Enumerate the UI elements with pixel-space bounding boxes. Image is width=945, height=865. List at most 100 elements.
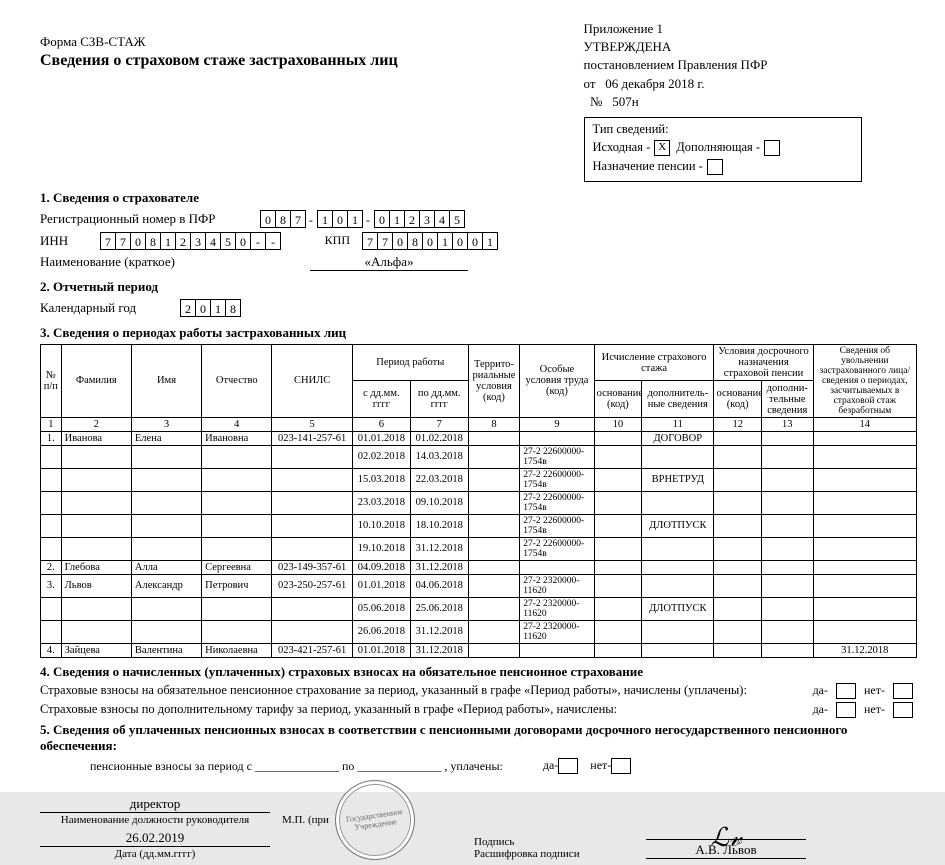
digit-box: 4 (434, 210, 450, 228)
org-name: «Альфа» (310, 254, 468, 271)
name-row: Наименование (краткое) «Альфа» (40, 254, 917, 271)
digit-box: 1 (389, 210, 405, 228)
digit-box: - (250, 232, 266, 250)
kpp-boxes: 770801001 (362, 232, 497, 250)
digit-box: 8 (145, 232, 161, 250)
signature-block: директор Наименование должности руководи… (40, 780, 917, 860)
digit-box: 1 (437, 232, 453, 250)
digit-box: 1 (482, 232, 498, 250)
table-row: 2.ГлебоваАллаСергеевна023-149-357-6104.0… (41, 560, 917, 574)
form-name: Форма СЗВ-СТАЖ (40, 34, 524, 50)
digit-box: - (265, 232, 281, 250)
section4-title: 4. Сведения о начисленных (уплаченных) с… (40, 664, 917, 680)
reg-label: Регистрационный номер в ПФР (40, 211, 260, 227)
digit-box: 8 (275, 210, 291, 228)
table-row: 15.03.201822.03.201827-2 22600000-1754вВ… (41, 468, 917, 491)
checkbox[interactable] (836, 702, 856, 718)
digit-box: 7 (290, 210, 306, 228)
table-row: 3.ЛьвовАлександрПетрович023-250-257-6101… (41, 574, 917, 597)
digit-box: 2 (180, 299, 196, 317)
digit-box: 3 (419, 210, 435, 228)
signature: ℒ𝓋 (646, 823, 806, 840)
checkbox[interactable] (836, 683, 856, 699)
digit-box: 0 (130, 232, 146, 250)
inn-kpp-row: ИНН 7708123450-- КПП 770801001 (40, 232, 917, 250)
table-row: 1.ИвановаЕленаИвановна023-141-257-6101.0… (41, 431, 917, 445)
checkbox[interactable] (893, 683, 913, 699)
info-box: Тип сведений: Исходная - X Дополняющая -… (584, 117, 862, 182)
table-row: 10.10.201818.10.201827-2 22600000-1754вД… (41, 514, 917, 537)
form-title: Сведения о страховом стаже застрахованны… (40, 52, 524, 70)
main-table: № п/пФамилияИмяОтчествоСНИЛСПериод работ… (40, 344, 917, 658)
info-title: Тип сведений: (593, 122, 853, 137)
sig-label2: Расшифровка подписи (474, 848, 634, 860)
section3-title: 3. Сведения о периодах работы застрахова… (40, 325, 917, 341)
position-value: директор (40, 796, 270, 813)
inn-label: ИНН (40, 233, 100, 249)
date-value: 26.02.2019 (40, 830, 270, 847)
digit-box: 5 (220, 232, 236, 250)
year-label: Календарный год (40, 300, 180, 316)
header-row: Форма СЗВ-СТАЖ Сведения о страховом стаж… (40, 20, 917, 182)
digit-box: 7 (100, 232, 116, 250)
reg-boxes: 087-101-012345 (260, 210, 464, 228)
digit-box: 3 (190, 232, 206, 250)
checkbox[interactable] (893, 702, 913, 718)
section2-title: 2. Отчетный период (40, 279, 917, 295)
date-line: от 06 декабря 2018 г. (584, 75, 917, 93)
digit-box: 1 (317, 210, 333, 228)
table-row: 05.06.201825.06.201827-2 2320000-11620ДЛ… (41, 597, 917, 620)
name-label: Наименование (краткое) (40, 254, 230, 270)
decree-line: постановлением Правления ПФР (584, 56, 917, 74)
approved-line: УТВЕРЖДЕНА (584, 38, 917, 56)
digit-box: 2 (404, 210, 420, 228)
digit-box: 7 (377, 232, 393, 250)
checkbox-supplementary[interactable] (764, 140, 780, 156)
sec5-line: пенсионные взносы за период с __________… (40, 758, 917, 774)
digit-box: 5 (449, 210, 465, 228)
table-row: 23.03.201809.10.201827-2 22600000-1754в (41, 491, 917, 514)
table-row: 26.06.201831.12.201827-2 2320000-11620 (41, 620, 917, 643)
year-boxes: 2018 (180, 299, 240, 317)
mp-label: М.П. (при (282, 814, 329, 826)
sig-label1: Подпись (474, 836, 634, 848)
digit-box: 0 (332, 210, 348, 228)
digit-box: 7 (115, 232, 131, 250)
section1-title: 1. Сведения о страхователе (40, 190, 917, 206)
info-row-1: Исходная - X Дополняющая - (593, 140, 853, 156)
info-row-2: Назначение пенсии - (593, 159, 853, 175)
digit-box: 1 (347, 210, 363, 228)
checkbox[interactable] (611, 758, 631, 774)
digit-box: 0 (392, 232, 408, 250)
digit-box: 0 (422, 232, 438, 250)
digit-box: 0 (467, 232, 483, 250)
main-table-wrap: № п/пФамилияИмяОтчествоСНИЛСПериод работ… (40, 344, 917, 658)
digit-box: 7 (362, 232, 378, 250)
checkbox[interactable] (558, 758, 578, 774)
table-row: 02.02.201814.03.201827-2 22600000-1754в (41, 445, 917, 468)
appendix-line: Приложение 1 (584, 20, 917, 38)
date-label: Дата (дд.мм.гггг) (115, 848, 196, 860)
reg-row: Регистрационный номер в ПФР 087-101-0123… (40, 210, 917, 228)
checkbox-pension[interactable] (707, 159, 723, 175)
digit-box: 0 (452, 232, 468, 250)
digit-box: 8 (407, 232, 423, 250)
stamp-icon: Государственное Учреждение (330, 775, 420, 865)
form-page: Форма СЗВ-СТАЖ Сведения о страховом стаж… (0, 0, 945, 792)
header-left: Форма СЗВ-СТАЖ Сведения о страховом стаж… (40, 20, 524, 182)
table-row: 19.10.201831.12.201827-2 22600000-1754в (41, 537, 917, 560)
inn-boxes: 7708123450-- (100, 232, 280, 250)
num-line: № 507н (584, 93, 917, 111)
digit-box: 0 (260, 210, 276, 228)
digit-box: 1 (160, 232, 176, 250)
header-right: Приложение 1 УТВЕРЖДЕНА постановлением П… (524, 20, 917, 182)
digit-box: 4 (205, 232, 221, 250)
digit-box: 0 (195, 299, 211, 317)
decipher: А.В. Львов (646, 842, 806, 859)
digit-box: 0 (374, 210, 390, 228)
checkbox-initial[interactable]: X (654, 140, 670, 156)
digit-box: 1 (210, 299, 226, 317)
digit-box: 8 (225, 299, 241, 317)
year-row: Календарный год 2018 (40, 299, 917, 317)
position-label: Наименование должности руководителя (61, 814, 249, 826)
